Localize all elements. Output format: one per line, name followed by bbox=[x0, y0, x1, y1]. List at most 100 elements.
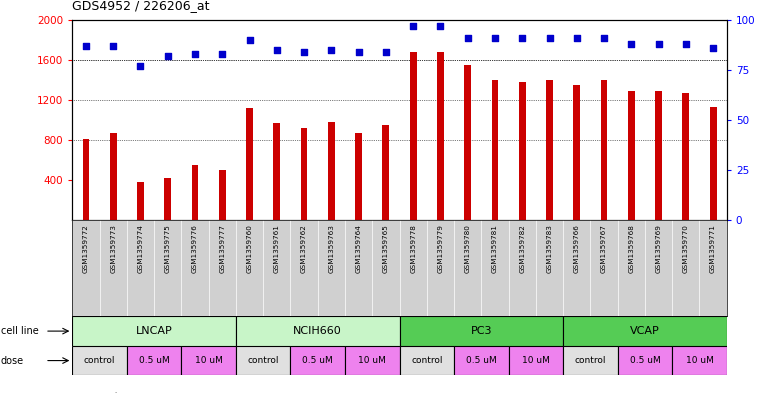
Text: 10 uM: 10 uM bbox=[686, 356, 713, 365]
Text: 0.5 uM: 0.5 uM bbox=[302, 356, 333, 365]
Text: 0.5 uM: 0.5 uM bbox=[629, 356, 661, 365]
Text: GSM1359774: GSM1359774 bbox=[138, 224, 144, 273]
Point bbox=[244, 37, 256, 43]
Text: dose: dose bbox=[1, 356, 24, 365]
Bar bbox=[519, 82, 526, 220]
Point bbox=[680, 40, 692, 47]
Point bbox=[352, 49, 365, 55]
Bar bbox=[600, 80, 607, 220]
Bar bbox=[219, 170, 226, 220]
Bar bbox=[72, 316, 236, 346]
Bar bbox=[110, 133, 116, 220]
Text: GSM1359762: GSM1359762 bbox=[301, 224, 307, 273]
Text: GSM1359768: GSM1359768 bbox=[629, 224, 635, 273]
Point bbox=[543, 35, 556, 41]
Text: GSM1359783: GSM1359783 bbox=[546, 224, 552, 273]
Bar bbox=[72, 346, 127, 375]
Bar bbox=[563, 346, 618, 375]
Point bbox=[516, 35, 528, 41]
Bar bbox=[655, 91, 662, 220]
Point bbox=[626, 40, 638, 47]
Point bbox=[189, 51, 201, 57]
Point bbox=[707, 44, 719, 51]
Point bbox=[298, 49, 310, 55]
Bar bbox=[345, 346, 400, 375]
Text: GSM1359773: GSM1359773 bbox=[110, 224, 116, 273]
Point bbox=[80, 42, 92, 49]
Bar bbox=[683, 93, 689, 220]
Text: GSM1359769: GSM1359769 bbox=[655, 224, 661, 273]
Point bbox=[571, 35, 583, 41]
Bar bbox=[400, 316, 563, 346]
Point bbox=[107, 42, 119, 49]
Text: cell line: cell line bbox=[1, 326, 39, 336]
Point bbox=[380, 49, 392, 55]
Bar bbox=[236, 316, 400, 346]
Point bbox=[161, 53, 174, 59]
Text: GSM1359770: GSM1359770 bbox=[683, 224, 689, 273]
Point bbox=[462, 35, 474, 41]
Bar bbox=[137, 182, 144, 220]
Bar bbox=[236, 346, 291, 375]
Bar bbox=[127, 346, 181, 375]
Point bbox=[652, 40, 664, 47]
Text: GSM1359778: GSM1359778 bbox=[410, 224, 416, 273]
Text: GSM1359765: GSM1359765 bbox=[383, 224, 389, 273]
Point bbox=[598, 35, 610, 41]
Text: GSM1359764: GSM1359764 bbox=[355, 224, 361, 273]
Point bbox=[325, 47, 337, 53]
Text: GSM1359771: GSM1359771 bbox=[710, 224, 716, 273]
Text: GSM1359782: GSM1359782 bbox=[519, 224, 525, 273]
Text: LNCAP: LNCAP bbox=[135, 326, 173, 336]
Text: GSM1359781: GSM1359781 bbox=[492, 224, 498, 273]
Bar bbox=[710, 107, 717, 220]
Bar bbox=[618, 346, 672, 375]
Bar bbox=[400, 346, 454, 375]
Text: 10 uM: 10 uM bbox=[358, 356, 386, 365]
Bar bbox=[181, 346, 236, 375]
Bar bbox=[409, 52, 416, 220]
Text: GSM1359777: GSM1359777 bbox=[219, 224, 225, 273]
Point bbox=[216, 51, 228, 57]
Bar bbox=[291, 346, 345, 375]
Text: control: control bbox=[84, 356, 116, 365]
Bar bbox=[301, 128, 307, 220]
Bar bbox=[328, 122, 335, 220]
Text: ■: ■ bbox=[76, 392, 85, 393]
Bar bbox=[246, 108, 253, 220]
Bar bbox=[492, 80, 498, 220]
Text: GSM1359766: GSM1359766 bbox=[574, 224, 580, 273]
Point bbox=[407, 22, 419, 29]
Bar bbox=[573, 85, 580, 220]
Text: GSM1359775: GSM1359775 bbox=[164, 224, 170, 273]
Text: control: control bbox=[247, 356, 279, 365]
Text: GDS4952 / 226206_at: GDS4952 / 226206_at bbox=[72, 0, 210, 12]
Text: PC3: PC3 bbox=[470, 326, 492, 336]
Text: GSM1359779: GSM1359779 bbox=[438, 224, 444, 273]
Text: count: count bbox=[91, 392, 119, 393]
Text: GSM1359772: GSM1359772 bbox=[83, 224, 89, 273]
Bar bbox=[508, 346, 563, 375]
Text: GSM1359763: GSM1359763 bbox=[328, 224, 334, 273]
Point bbox=[271, 47, 283, 53]
Text: GSM1359776: GSM1359776 bbox=[192, 224, 198, 273]
Bar bbox=[164, 178, 171, 220]
Bar bbox=[454, 346, 508, 375]
Text: 10 uM: 10 uM bbox=[522, 356, 549, 365]
Bar bbox=[437, 52, 444, 220]
Bar bbox=[546, 80, 553, 220]
Point bbox=[489, 35, 501, 41]
Text: 10 uM: 10 uM bbox=[195, 356, 222, 365]
Bar bbox=[464, 65, 471, 220]
Bar bbox=[383, 125, 390, 220]
Text: GSM1359761: GSM1359761 bbox=[274, 224, 280, 273]
Text: NCIH660: NCIH660 bbox=[293, 326, 342, 336]
Text: GSM1359780: GSM1359780 bbox=[465, 224, 471, 273]
Bar bbox=[82, 139, 89, 220]
Bar bbox=[355, 133, 362, 220]
Text: 0.5 uM: 0.5 uM bbox=[139, 356, 170, 365]
Bar bbox=[672, 346, 727, 375]
Text: 0.5 uM: 0.5 uM bbox=[466, 356, 497, 365]
Text: VCAP: VCAP bbox=[630, 326, 660, 336]
Text: control: control bbox=[575, 356, 607, 365]
